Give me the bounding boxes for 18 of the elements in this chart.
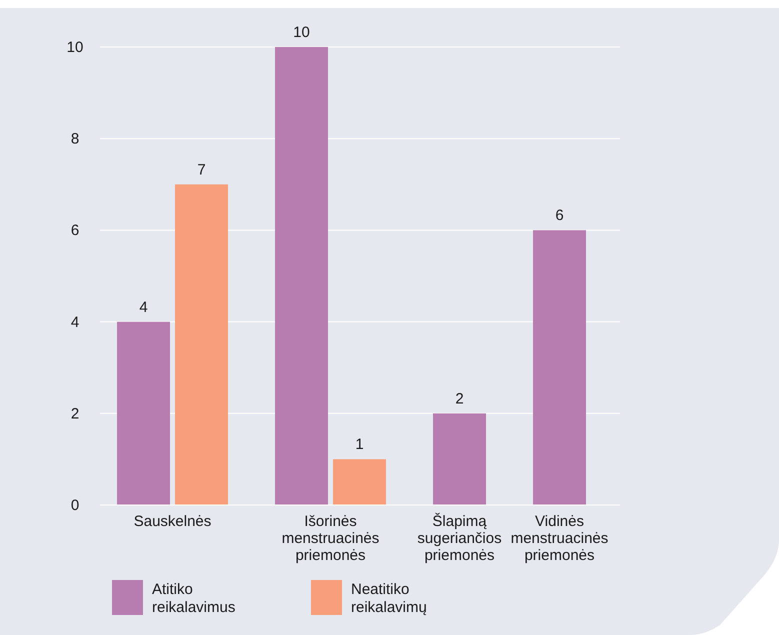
y-tick-label: 4 [70, 314, 80, 331]
y-tick-label: 8 [70, 130, 80, 148]
data-label: 1 [355, 436, 364, 454]
legend-label: Atitiko reikalavimus [152, 581, 236, 616]
x-tick-label: Šlapimą sugeriančios priemonės [417, 512, 502, 564]
data-label: 2 [455, 390, 464, 408]
y-tick-label: 2 [70, 405, 80, 422]
y-tick-label: 10 [66, 39, 84, 56]
data-label: 10 [293, 24, 310, 41]
x-tick-label: Sauskelnės [134, 513, 212, 530]
x-tick-label: Išorinės menstruacinės priemonės [282, 513, 380, 564]
data-label: 7 [197, 161, 206, 178]
data-label: 4 [139, 298, 148, 316]
data-label: 6 [555, 207, 564, 224]
y-tick-label: 6 [70, 222, 80, 240]
y-tick-label: 0 [70, 497, 80, 514]
x-tick-label: Vidinės menstruacinės priemonės [510, 513, 608, 564]
legend-label: Neatitiko reikalavimų [351, 581, 427, 616]
